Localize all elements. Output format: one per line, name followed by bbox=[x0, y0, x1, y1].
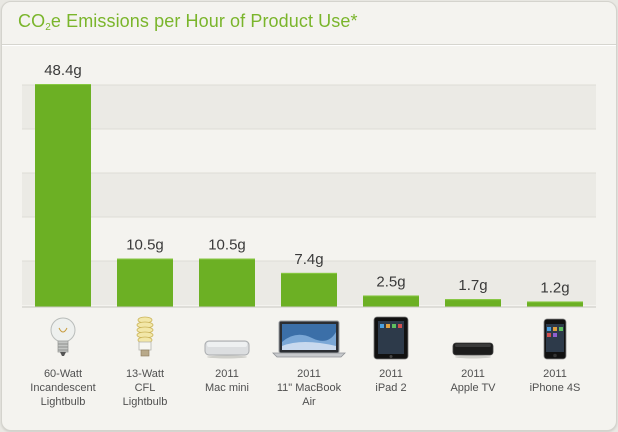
category-label-line: 2011 bbox=[215, 368, 239, 380]
chart-title: CO2e Emissions per Hour of Product Use* bbox=[18, 11, 358, 33]
category-label-line: Apple TV bbox=[450, 382, 496, 394]
category-label: 2011 iPhone 4S bbox=[513, 367, 597, 395]
category-label-line: iPhone 4S bbox=[529, 382, 581, 394]
category-label: 13-Watt CFL Lightbulb bbox=[103, 367, 187, 409]
bar-value-label: 1.7g bbox=[458, 277, 487, 294]
category-label-line: CFL bbox=[134, 382, 156, 394]
category-label: 2011 11" MacBook Air bbox=[267, 367, 351, 409]
lightbulb-incandescent-icon bbox=[43, 314, 83, 365]
bar-value-label: 10.5g bbox=[126, 237, 164, 254]
bar-value-label: 1.2g bbox=[540, 279, 569, 296]
category-label-line: Air bbox=[302, 396, 316, 408]
apple-tv-icon bbox=[449, 340, 497, 365]
category-label: 60-Watt Incandescent Lightbulb bbox=[21, 367, 105, 409]
category-label-line: 2011 bbox=[379, 368, 403, 380]
bar-highlight bbox=[527, 301, 583, 303]
bar-value-label: 7.4g bbox=[294, 251, 323, 268]
category-label: 2011 iPad 2 bbox=[349, 367, 433, 395]
bar-value-label: 48.4g bbox=[44, 62, 82, 79]
category-label-line: Mac mini bbox=[204, 382, 249, 394]
bar bbox=[281, 272, 337, 307]
category-label-line: 13-Watt bbox=[125, 368, 165, 380]
bar-highlight bbox=[199, 258, 255, 260]
grid-band bbox=[22, 173, 596, 217]
lightbulb-cfl-icon bbox=[125, 314, 165, 365]
category-label-line: 2011 bbox=[297, 368, 321, 380]
category-label-line: Incandescent bbox=[30, 382, 96, 394]
bar-highlight bbox=[35, 84, 91, 85]
category-label-line: Lightbulb bbox=[40, 396, 86, 408]
category-label-line: 2011 bbox=[543, 368, 567, 380]
bar-value-label: 10.5g bbox=[208, 237, 246, 254]
title-divider bbox=[2, 44, 616, 46]
bar bbox=[445, 299, 501, 307]
bar-highlight bbox=[363, 295, 419, 297]
bar bbox=[527, 301, 583, 307]
macbook-air-icon bbox=[271, 320, 347, 365]
category-label-line: Lightbulb bbox=[122, 396, 168, 408]
bar-value-label: 2.5g bbox=[376, 273, 405, 290]
bar bbox=[363, 295, 419, 307]
category-label: 2011 Apple TV bbox=[431, 367, 515, 395]
category-label-line: 11" MacBook bbox=[276, 382, 342, 394]
bar-highlight bbox=[117, 258, 173, 260]
bar-highlight bbox=[281, 272, 337, 274]
ipad-icon bbox=[373, 316, 409, 365]
category-label-line: 2011 bbox=[461, 368, 485, 380]
iphone-icon bbox=[543, 318, 567, 365]
grid-band bbox=[22, 85, 596, 129]
bar bbox=[35, 84, 91, 307]
category-label-line: 60-Watt bbox=[43, 368, 83, 380]
bar bbox=[199, 258, 255, 307]
mac-mini-icon bbox=[203, 338, 251, 365]
category-label-line: iPad 2 bbox=[375, 382, 407, 394]
category-label: 2011 Mac mini bbox=[185, 367, 269, 395]
bar-highlight bbox=[445, 299, 501, 301]
bar bbox=[117, 258, 173, 307]
